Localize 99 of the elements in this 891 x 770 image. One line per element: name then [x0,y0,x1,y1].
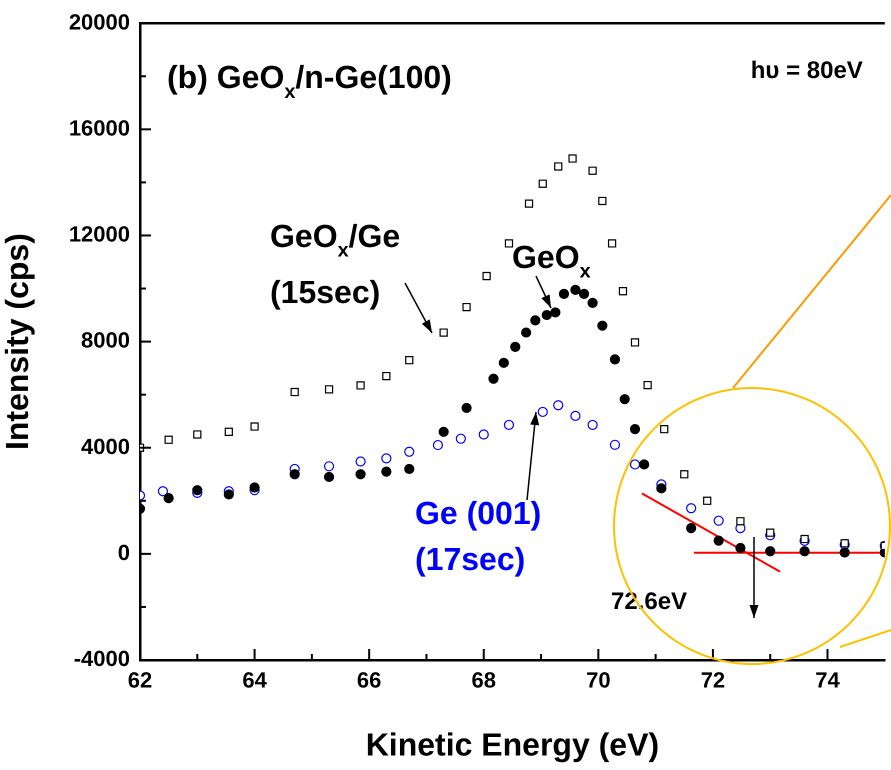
y-axis-title: Intensity (cps) [0,233,36,450]
point [639,459,650,470]
point [324,461,334,472]
point [736,517,745,526]
point [530,315,540,326]
point [488,374,499,384]
point [840,547,850,558]
point [660,425,668,434]
point [192,485,202,496]
series-label: Ge (001) (17sec) [415,495,542,577]
point [405,356,414,364]
point [766,528,774,537]
point [714,536,724,546]
x-tick-label: 66 [356,667,382,692]
point [324,385,334,394]
point [461,402,472,414]
point [735,542,746,554]
point [558,288,570,299]
point [570,410,581,421]
point [381,453,392,464]
x-tick-label: 64 [242,667,268,692]
point [456,434,466,444]
point [554,162,562,171]
point [553,400,564,410]
point [656,483,666,494]
point [608,239,616,248]
point [588,420,598,430]
point [404,464,414,474]
point [703,496,712,505]
point [524,199,534,208]
point [538,406,548,418]
point [290,469,300,480]
x-tick-label: 72 [700,667,726,692]
y-tick-label: 8000 [81,328,130,353]
point [356,381,365,390]
y-tick-label: 16000 [68,115,130,140]
point [355,456,366,467]
point [765,546,776,556]
point [478,429,489,440]
point [588,166,597,175]
point [610,354,620,364]
point [249,482,260,493]
point [250,422,259,431]
point [224,489,234,500]
point [800,534,809,544]
point [164,436,173,444]
point [630,424,640,434]
point [630,459,640,470]
point [504,239,514,248]
point [618,287,628,296]
point [538,180,547,188]
point [510,342,520,352]
y-tick-label: 4000 [81,434,130,459]
point [598,196,606,206]
y-tick-label: -4000 [74,646,130,672]
point [482,272,491,280]
x-axis-title: Kinetic Energy (eV) [366,726,660,763]
point [550,307,560,318]
point [630,338,640,347]
annotation: hυ = 80eV [750,57,863,84]
point [521,327,532,338]
point [404,446,414,457]
point [799,546,810,556]
point [570,284,581,295]
point [381,466,392,477]
point [164,493,174,504]
y-tick-label: 0 [118,540,130,565]
point [620,394,630,404]
point [504,420,514,430]
point [224,428,233,436]
point [568,154,577,163]
point [686,523,696,534]
point [290,388,299,396]
point [588,298,598,308]
point [438,426,449,437]
point [578,288,590,299]
x-tick-label: 62 [128,667,152,692]
point [462,302,471,312]
point [610,440,620,450]
x-tick-label: 74 [815,667,840,692]
point [355,469,366,480]
point [432,440,444,450]
point [440,328,448,337]
point [714,516,724,526]
point [382,372,390,380]
y-tick-label: 12000 [68,222,130,247]
point [597,320,608,331]
point [193,430,202,439]
point [158,486,168,496]
point [542,310,552,320]
point [680,470,688,478]
point [498,358,509,368]
x-tick-label: 68 [472,667,496,692]
x-tick-label: 70 [586,667,611,692]
point [840,539,849,548]
point [324,472,334,482]
point [643,380,652,390]
point [686,503,696,514]
y-tick-label: 20000 [68,9,130,34]
